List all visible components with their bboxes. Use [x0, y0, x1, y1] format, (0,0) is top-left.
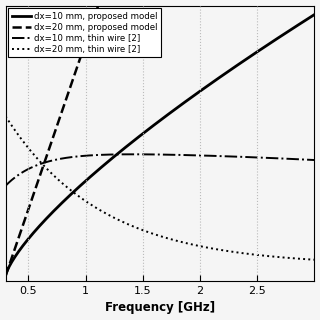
dx=20 mm, thin wire [2] — [305, 257, 309, 261]
dx=10 mm, thin wire [2] — [172, 153, 175, 157]
dx=10 mm, proposed model — [188, 97, 191, 101]
dx=20 mm, thin wire [2] — [150, 232, 154, 236]
dx=20 mm, thin wire [2] — [257, 253, 261, 257]
dx=20 mm, thin wire [2] — [4, 114, 7, 118]
dx=10 mm, thin wire [2] — [306, 158, 309, 162]
dx=10 mm, proposed model — [305, 17, 309, 21]
dx=20 mm, thin wire [2] — [152, 232, 156, 236]
dx=10 mm, proposed model — [171, 109, 175, 113]
dx=10 mm, proposed model — [152, 123, 156, 127]
dx=10 mm, thin wire [2] — [257, 156, 261, 159]
dx=10 mm, proposed model — [4, 274, 7, 278]
Line: dx=10 mm, thin wire [2]: dx=10 mm, thin wire [2] — [5, 154, 315, 186]
dx=20 mm, proposed model — [306, 4, 309, 7]
dx=10 mm, thin wire [2] — [131, 152, 135, 156]
dx=20 mm, proposed model — [97, 4, 100, 7]
dx=20 mm, thin wire [2] — [188, 242, 191, 246]
dx=20 mm, proposed model — [151, 4, 155, 7]
dx=20 mm, proposed model — [313, 4, 316, 7]
dx=10 mm, proposed model — [313, 13, 316, 17]
Line: dx=20 mm, thin wire [2]: dx=20 mm, thin wire [2] — [5, 116, 315, 260]
dx=10 mm, thin wire [2] — [188, 153, 192, 157]
dx=10 mm, thin wire [2] — [313, 158, 316, 162]
Line: dx=20 mm, proposed model: dx=20 mm, proposed model — [5, 5, 315, 276]
dx=20 mm, proposed model — [4, 274, 7, 278]
dx=20 mm, thin wire [2] — [313, 258, 316, 262]
X-axis label: Frequency [GHz]: Frequency [GHz] — [105, 301, 215, 315]
dx=20 mm, proposed model — [257, 4, 261, 7]
Line: dx=10 mm, proposed model: dx=10 mm, proposed model — [5, 15, 315, 276]
dx=10 mm, thin wire [2] — [153, 153, 157, 156]
dx=20 mm, proposed model — [188, 4, 192, 7]
dx=20 mm, proposed model — [172, 4, 175, 7]
dx=10 mm, thin wire [2] — [151, 153, 155, 156]
Legend: dx=10 mm, proposed model, dx=20 mm, proposed model, dx=10 mm, thin wire [2], dx=: dx=10 mm, proposed model, dx=20 mm, prop… — [8, 8, 161, 58]
dx=10 mm, proposed model — [150, 124, 154, 128]
dx=10 mm, proposed model — [257, 49, 261, 53]
dx=20 mm, thin wire [2] — [171, 238, 175, 242]
dx=10 mm, thin wire [2] — [4, 184, 7, 188]
dx=20 mm, proposed model — [153, 4, 157, 7]
